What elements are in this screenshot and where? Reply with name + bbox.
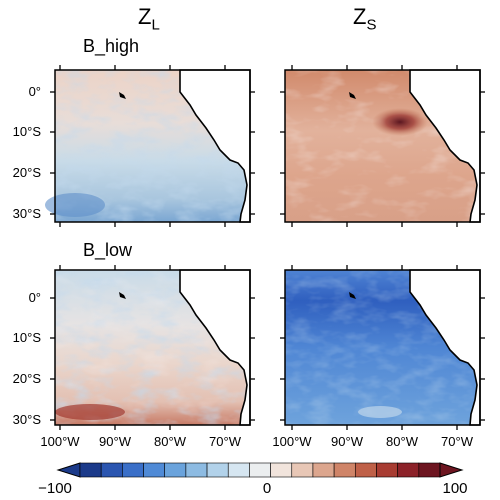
colorbar-min-arrow <box>56 462 81 478</box>
lat-label: 30°S <box>12 412 41 427</box>
panel-zl-blow <box>54 269 251 426</box>
colorbar-swatch <box>270 462 293 478</box>
lat-label: 0° <box>28 84 41 99</box>
axis-ticks <box>50 65 485 430</box>
lon-label: 100°W <box>272 434 312 449</box>
column-title-zs: ZS <box>353 4 377 34</box>
colorbar-swatch <box>418 462 441 478</box>
colorbar-swatch <box>100 462 123 478</box>
island <box>119 292 126 299</box>
row-title-bhigh: B_high <box>83 36 140 56</box>
colorbar-max-arrow <box>439 462 464 478</box>
colorbar-swatch <box>143 462 166 478</box>
island <box>349 292 356 299</box>
lat-label: 10°S <box>12 330 41 345</box>
panel-zs-bhigh <box>284 69 481 223</box>
colorbar-swatch <box>206 462 229 478</box>
colorbar-swatch <box>185 462 208 478</box>
lat-label: 10°S <box>12 124 41 139</box>
colorbar-swatch <box>312 462 335 478</box>
colorbar-swatch <box>164 462 187 478</box>
colorbar-max-label: 100 <box>442 480 468 497</box>
panel-zs-blow <box>284 269 481 426</box>
lat-label: 30°S <box>12 206 41 221</box>
lat-label: 0° <box>28 290 41 305</box>
colorbar-swatch <box>397 462 420 478</box>
colorbar-swatch <box>376 462 398 478</box>
lon-label: 90°W <box>331 434 363 449</box>
colorbar-swatch <box>79 462 102 478</box>
lon-label: 70°W <box>441 434 473 449</box>
colorbar-swatch <box>249 462 271 478</box>
colorbar-swatch <box>354 462 377 478</box>
lat-label: 20°S <box>12 371 41 386</box>
colorbar-mid-label: 0 <box>262 480 272 497</box>
colorbar-swatch <box>227 462 250 478</box>
island <box>349 92 356 99</box>
lon-label: 70°W <box>209 434 241 449</box>
panel-zl-bhigh <box>45 69 251 223</box>
island <box>119 92 126 99</box>
row-title-blow: B_low <box>83 240 133 260</box>
colorbar-min-label: −100 <box>38 480 72 497</box>
colorbar-swatch <box>122 462 144 478</box>
colorbar-swatch <box>333 462 356 478</box>
lon-label: 80°W <box>386 434 418 449</box>
colorbar-swatch <box>291 462 314 478</box>
lat-label: 20°S <box>12 165 41 180</box>
lon-label: 90°W <box>99 434 131 449</box>
lon-label: 80°W <box>154 434 186 449</box>
colorbar <box>56 462 464 478</box>
lon-label: 100°W <box>40 434 80 449</box>
column-title-zl: ZL <box>138 4 160 34</box>
